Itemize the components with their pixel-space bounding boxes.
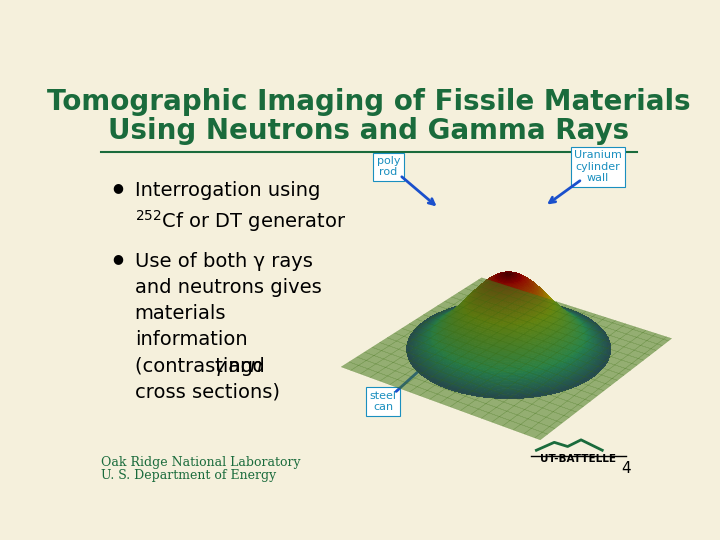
Text: ●: ● xyxy=(112,181,123,194)
Text: steel
can: steel can xyxy=(369,391,397,413)
Text: materials: materials xyxy=(135,305,226,323)
Text: information: information xyxy=(135,330,247,349)
Text: $^{252}$Cf or DT generator: $^{252}$Cf or DT generator xyxy=(135,208,346,234)
Text: Uranium
cylinder
wall: Uranium cylinder wall xyxy=(574,150,621,183)
Text: γ: γ xyxy=(214,357,225,376)
Text: ●: ● xyxy=(112,252,123,265)
Text: poly
rod: poly rod xyxy=(377,156,400,178)
Text: cross sections): cross sections) xyxy=(135,383,279,402)
Text: Oak Ridge National Laboratory: Oak Ridge National Laboratory xyxy=(101,456,301,469)
Text: and neutrons gives: and neutrons gives xyxy=(135,278,321,297)
Text: Use of both γ rays: Use of both γ rays xyxy=(135,252,312,271)
Text: Using Neutrons and Gamma Rays: Using Neutrons and Gamma Rays xyxy=(109,117,629,145)
Text: U. S. Department of Energy: U. S. Department of Energy xyxy=(101,469,276,482)
Text: Tomographic Imaging of Fissile Materials: Tomographic Imaging of Fissile Materials xyxy=(48,88,690,116)
Text: Interrogation using: Interrogation using xyxy=(135,181,320,200)
Text: n: n xyxy=(249,357,261,376)
Text: (contrasting: (contrasting xyxy=(135,357,259,376)
Text: and: and xyxy=(222,357,271,376)
Text: UT-BATTELLE: UT-BATTELLE xyxy=(540,454,616,463)
Text: 4: 4 xyxy=(621,462,631,476)
